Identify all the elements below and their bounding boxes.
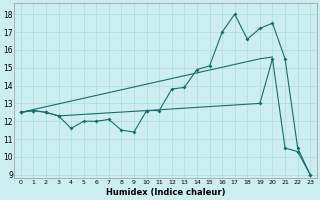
X-axis label: Humidex (Indice chaleur): Humidex (Indice chaleur) bbox=[106, 188, 225, 197]
